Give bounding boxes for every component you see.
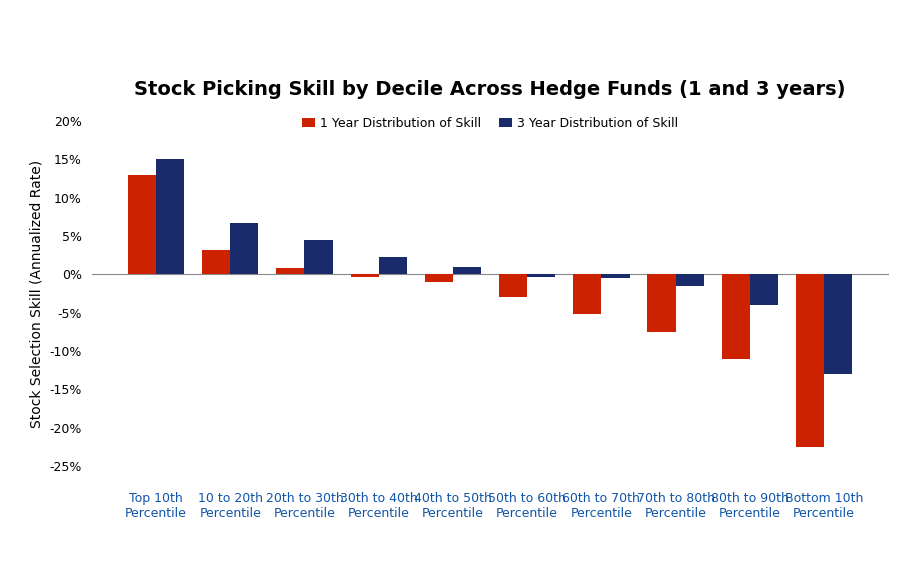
Bar	[499, 274, 528, 298]
Bar	[722, 274, 750, 359]
Bar	[824, 274, 852, 374]
Legend: 1 Year Distribution of Skill, 3 Year Distribution of Skill: 1 Year Distribution of Skill, 3 Year Dis…	[297, 112, 683, 135]
Bar	[750, 274, 778, 305]
Bar	[156, 158, 184, 274]
Bar	[528, 274, 555, 276]
Bar	[230, 223, 258, 274]
Y-axis label: Stock Selection Skill (Annualized Rate): Stock Selection Skill (Annualized Rate)	[30, 160, 44, 427]
Bar	[796, 274, 824, 447]
Bar	[648, 274, 676, 332]
Bar	[676, 274, 703, 286]
Bar	[425, 274, 453, 282]
Bar	[351, 274, 378, 276]
Bar	[602, 274, 629, 278]
Bar	[202, 250, 230, 274]
Title: Stock Picking Skill by Decile Across Hedge Funds (1 and 3 years): Stock Picking Skill by Decile Across Hed…	[135, 80, 845, 99]
Bar	[453, 266, 481, 274]
Bar	[128, 175, 156, 274]
Bar	[378, 257, 407, 274]
Bar	[277, 268, 304, 274]
Bar	[573, 274, 602, 314]
Bar	[304, 240, 333, 274]
